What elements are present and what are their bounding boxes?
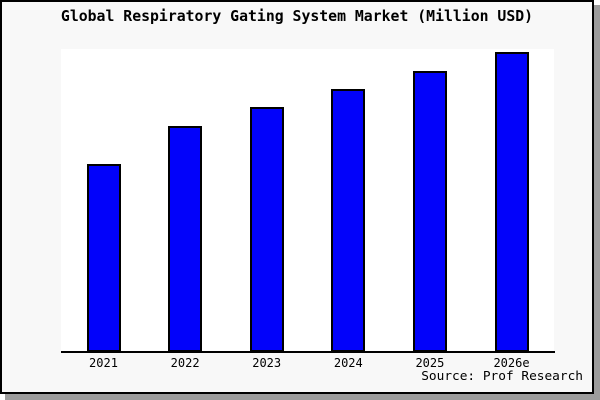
source-credit: Source: Prof Research <box>421 369 583 384</box>
x-tick-label-2024: 2024 <box>333 356 363 370</box>
bar-2023 <box>249 107 284 352</box>
chart-title: Global Respiratory Gating System Market … <box>60 8 534 25</box>
bar-2022 <box>168 126 203 352</box>
plot-area <box>61 49 554 352</box>
x-axis-line <box>61 351 555 353</box>
chart-window: Global Respiratory Gating System Market … <box>0 0 594 394</box>
bar-2024 <box>331 89 366 352</box>
x-tick-label-2023: 2023 <box>252 356 282 370</box>
x-tick-label-2025: 2025 <box>415 356 445 370</box>
x-tick-label-2026e: 2026e <box>493 356 530 370</box>
x-tick-label-2022: 2022 <box>170 356 200 370</box>
x-tick-label-2021: 2021 <box>89 356 118 370</box>
bar-2026e <box>494 52 529 352</box>
bar-2025 <box>412 71 447 352</box>
bar-2021 <box>86 164 121 352</box>
